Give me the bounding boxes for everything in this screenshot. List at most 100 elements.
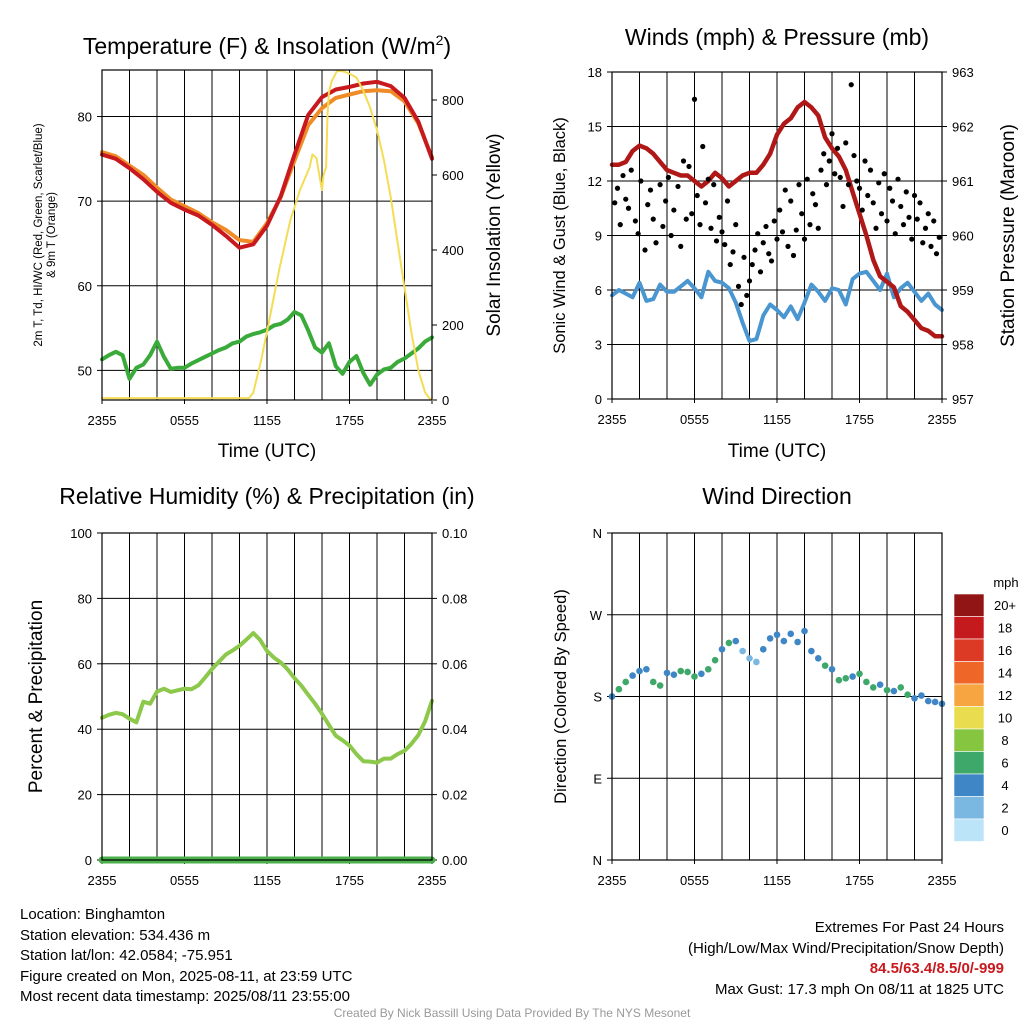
panel-dir: N E S W N 2355 0555 1155 1755 2355 mph 20+ 18 16 14 12 1… xyxy=(552,483,1019,888)
direction-dot xyxy=(856,670,863,678)
gust-dot xyxy=(708,225,714,231)
direction-dot xyxy=(753,658,760,666)
colorbar-swatch xyxy=(953,773,985,797)
gust-dot xyxy=(733,222,739,228)
gust-dot xyxy=(774,236,780,242)
colorbar-label: 2 xyxy=(1001,801,1008,816)
y2-tick-label: 800 xyxy=(442,93,464,108)
y-tick-label: 80 xyxy=(78,591,92,606)
gust-dot xyxy=(793,227,799,233)
y-axis-label: 2m T, Td, HI/WC (Red, Green, Scarlet/Blu… xyxy=(33,123,58,346)
y-tick-label: 0 xyxy=(85,853,92,868)
direction-dot xyxy=(615,685,623,693)
direction-dot xyxy=(622,678,630,686)
gust-dot xyxy=(632,218,638,224)
gust-dot xyxy=(804,176,810,182)
gust-dot xyxy=(647,187,654,193)
direction-dot xyxy=(842,675,850,682)
gust-dot xyxy=(925,211,931,217)
direction-dot xyxy=(711,656,719,664)
x-tick-label: 1755 xyxy=(845,873,874,888)
y-tick-label: N xyxy=(593,526,602,541)
colorbar-swatch xyxy=(953,593,985,617)
direction-dot xyxy=(918,692,925,699)
direction-dot xyxy=(808,647,815,655)
y-tick-label: 6 xyxy=(595,283,602,298)
gust-dot xyxy=(738,301,744,308)
colorbar-swatch xyxy=(953,818,985,842)
plot-frame xyxy=(101,69,433,401)
gust-dot xyxy=(911,192,918,199)
gust-dot xyxy=(859,207,865,213)
colorbar-swatch xyxy=(953,751,985,775)
y-tick-label: 80 xyxy=(78,110,92,125)
gust-dot xyxy=(749,261,755,268)
gust-dot xyxy=(865,192,871,199)
y-tick-label: N xyxy=(593,853,602,868)
direction-dot xyxy=(704,665,712,673)
gust-dot xyxy=(730,249,736,255)
gust-dot xyxy=(862,158,868,164)
y-tick-label: 3 xyxy=(595,338,602,353)
x-tick-label: 2355 xyxy=(88,413,117,428)
gust-dot xyxy=(663,198,669,204)
gust-dot xyxy=(801,236,808,242)
gust-dot xyxy=(623,196,629,202)
x-tick-label: 1155 xyxy=(253,873,281,888)
gust-dot xyxy=(837,174,843,180)
gust-dot xyxy=(878,211,885,217)
gust-dot xyxy=(713,238,720,244)
credit-text: Created By Nick Bassill Using Data Provi… xyxy=(333,1006,691,1020)
direction-dot xyxy=(739,647,746,655)
gust-dot xyxy=(815,225,821,231)
colorbar-label: 0 xyxy=(1001,823,1008,838)
gust-dot xyxy=(702,200,709,206)
y-tick-label: 15 xyxy=(588,120,602,135)
gust-dot xyxy=(843,140,849,146)
gust-dot xyxy=(892,231,898,237)
plot-frame xyxy=(611,71,943,400)
gust-dot xyxy=(928,243,934,249)
colorbar-swatch xyxy=(953,728,985,752)
y2-axis-label: Station Pressure (Maroon) xyxy=(998,124,1019,347)
direction-dot xyxy=(732,637,740,645)
y-tick-label: 100 xyxy=(70,526,92,541)
y2-tick-label: 958 xyxy=(952,338,974,353)
direction-dot xyxy=(801,627,808,635)
y2-tick-label: 959 xyxy=(952,283,974,298)
y2-tick-label: 0.00 xyxy=(442,853,467,868)
gust-dot xyxy=(700,143,706,150)
y-tick-label: S xyxy=(593,690,602,705)
gust-dot xyxy=(727,261,733,268)
direction-dot xyxy=(698,670,705,678)
gust-dot xyxy=(768,258,775,264)
gust-dot xyxy=(697,222,703,228)
gust-dot xyxy=(914,216,920,222)
gust-dot xyxy=(785,243,791,249)
y-tick-label: 60 xyxy=(78,657,92,672)
gust-dot xyxy=(796,182,802,188)
x-tick-label: 2355 xyxy=(418,413,447,428)
direction-dot xyxy=(911,695,918,702)
x-tick-label: 1755 xyxy=(335,413,364,428)
gust-dot xyxy=(812,202,819,208)
direction-dot xyxy=(649,678,657,686)
gust-dot xyxy=(620,172,626,179)
gust-dot xyxy=(671,207,677,213)
colorbar-swatch xyxy=(953,706,985,730)
direction-dot xyxy=(904,691,911,698)
gust-dot xyxy=(823,182,830,188)
chart-title: Winds (mph) & Pressure (mb) xyxy=(625,24,929,50)
gust-dot xyxy=(752,247,758,253)
colorbar-unit: mph xyxy=(993,575,1018,590)
y2-tick-label: 200 xyxy=(442,318,464,333)
gust-dot xyxy=(777,207,783,213)
y2-tick-label: 962 xyxy=(952,120,974,135)
gust-dot xyxy=(660,223,666,230)
colorbar-swatch xyxy=(953,796,985,820)
chart-title: Wind Direction xyxy=(702,483,852,509)
x-tick-label: 0555 xyxy=(680,412,709,427)
direction-dot xyxy=(849,673,856,680)
